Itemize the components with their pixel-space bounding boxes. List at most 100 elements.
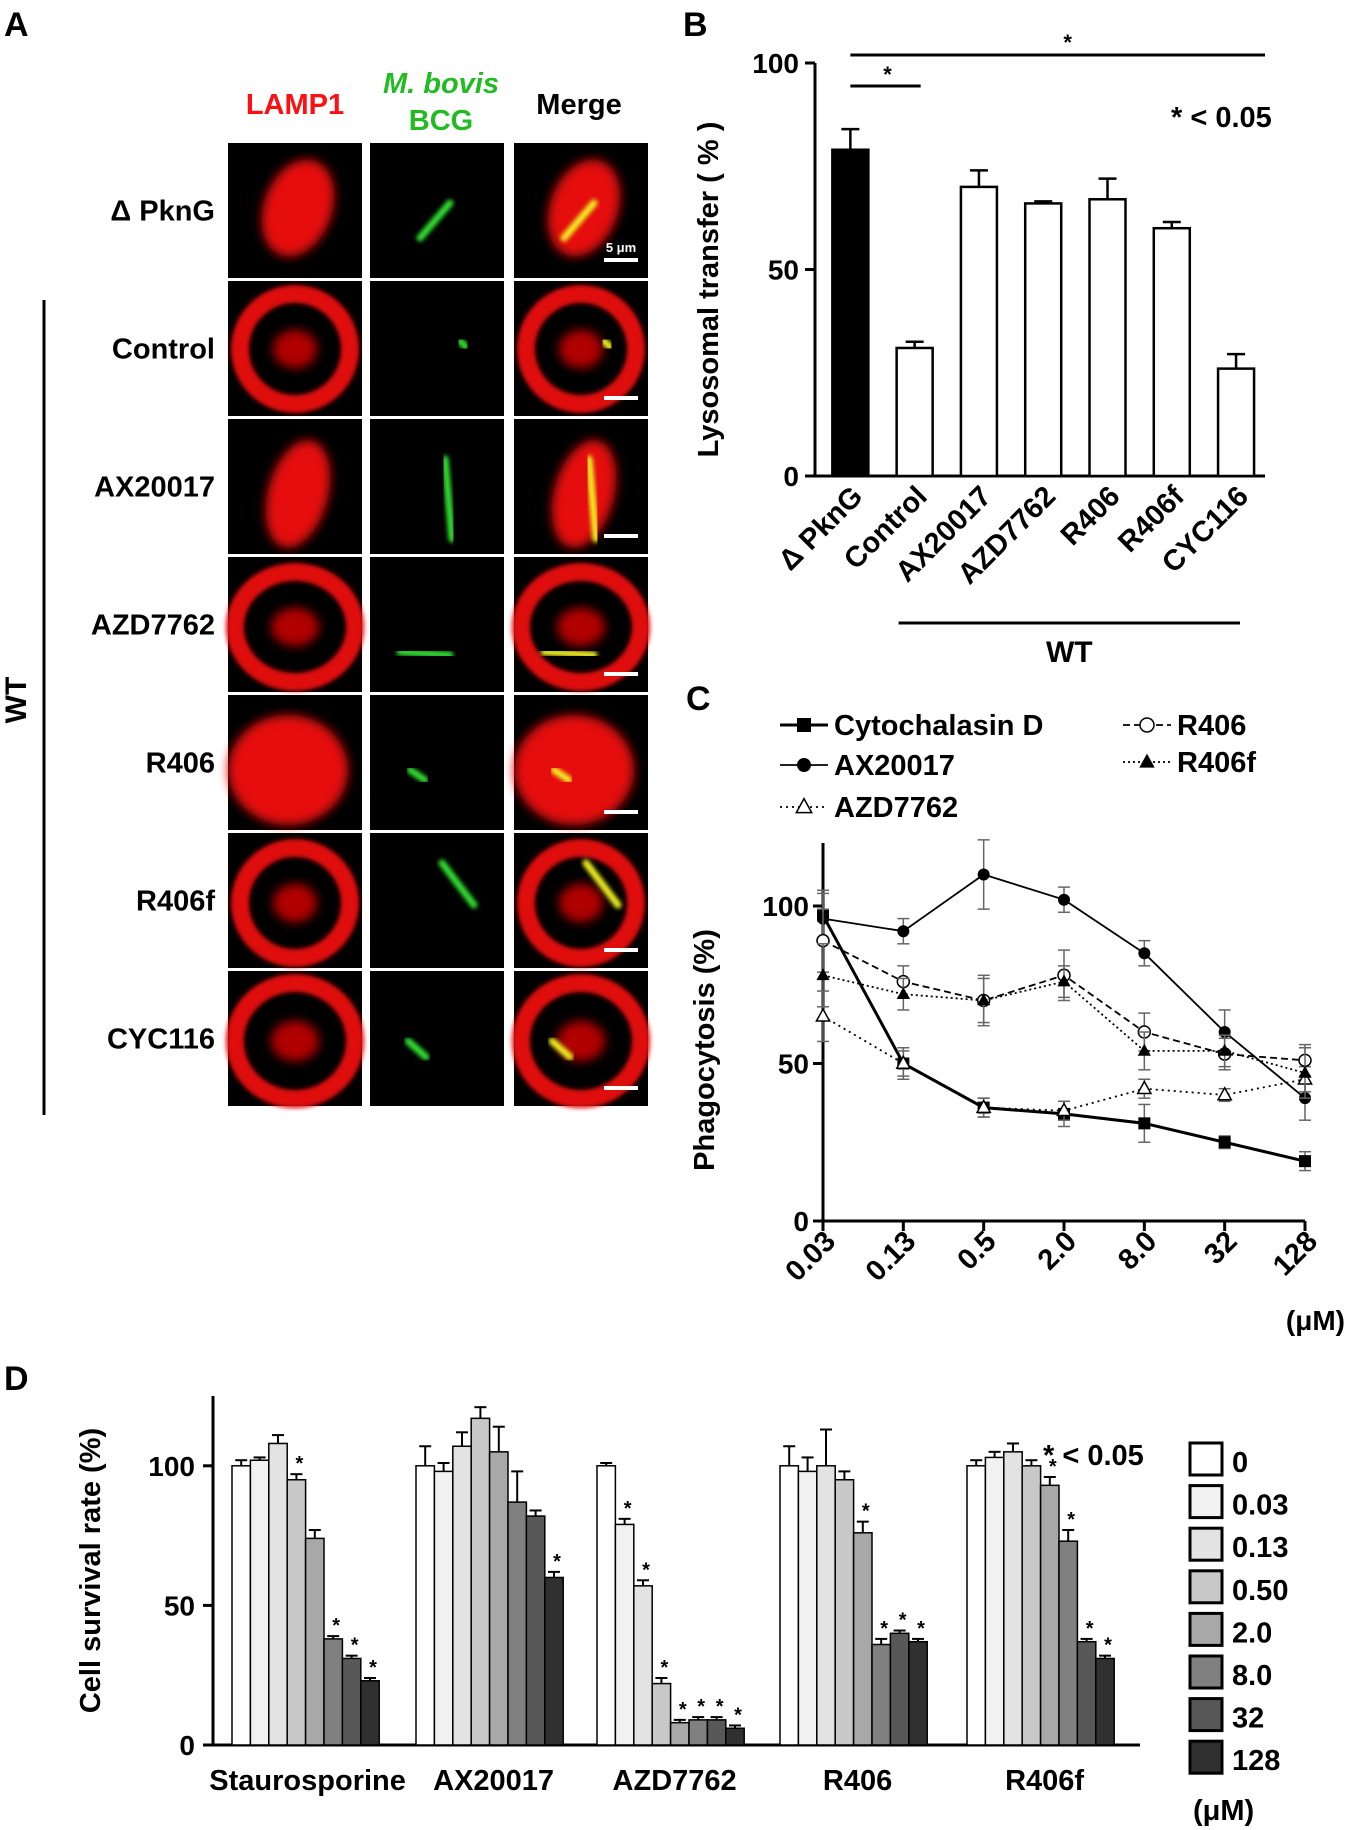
legend-swatch	[1188, 1739, 1224, 1775]
y-axis-label: Cell survival rate (%)	[75, 1428, 107, 1713]
bar-group: * AX20017	[415, 1406, 564, 1797]
y-tick-label: 100	[148, 1451, 195, 1482]
panel-c: C 0 50 100 0.03 0.13 0.5 2.0 8.0 32 128 (μM) Phagoc…	[686, 680, 1345, 1336]
bar	[286, 1479, 307, 1746]
bar	[341, 1657, 362, 1746]
x-tick-label: 0.13	[860, 1225, 923, 1288]
series-r406f	[816, 943, 1312, 1099]
data-point	[895, 1054, 912, 1070]
data-point	[897, 925, 910, 938]
significance-mark: *	[332, 1615, 340, 1637]
significance-mark: *	[697, 1696, 705, 1718]
x-tick-label: 8.0	[1112, 1225, 1163, 1276]
x-tick-label: 0.5	[951, 1225, 1002, 1276]
legend-label: 0.50	[1232, 1575, 1288, 1607]
legend-label: 0.03	[1232, 1490, 1288, 1522]
lamp1-signal	[271, 1020, 319, 1062]
bar	[895, 346, 934, 478]
lamp1-micrograph	[228, 143, 362, 278]
x-tick-label: R406	[1055, 480, 1127, 552]
header-m-bovis: M. bovis	[383, 68, 499, 100]
legend-label: 32	[1232, 1703, 1264, 1735]
lamp1-signal	[265, 440, 331, 548]
micrograph-row-label: R406f	[136, 886, 215, 918]
data-point	[815, 1007, 831, 1022]
significance-mark: *	[661, 1657, 669, 1679]
lamp1-signal	[559, 883, 603, 923]
data-point	[1216, 1086, 1233, 1101]
legend-label: Cytochalasin D	[834, 710, 1044, 742]
bcg-signal	[540, 648, 598, 659]
legend-swatch	[1188, 1484, 1224, 1520]
bar	[249, 1459, 270, 1746]
lamp1-micrograph	[228, 419, 362, 554]
legend-swatch	[1188, 1611, 1224, 1647]
scale-bar-label: 5 μm	[606, 240, 636, 255]
bcg-micrograph	[370, 281, 504, 416]
data-point	[1139, 753, 1155, 768]
header-bcg: BCG	[409, 105, 473, 137]
micrograph-row-label: R406	[146, 748, 215, 780]
lamp1-signal	[226, 563, 364, 691]
lamp1-signal	[273, 883, 317, 923]
data-point	[1139, 717, 1155, 733]
data-point	[1136, 1079, 1153, 1095]
panel-d-letter: D	[4, 1360, 29, 1398]
significance-mark: *	[716, 1696, 724, 1718]
legend-swatch	[1188, 1441, 1224, 1477]
merge-micrograph	[514, 695, 648, 830]
significance-mark: *	[351, 1635, 359, 1657]
legend-item: AZD7762	[780, 792, 958, 824]
legend-item: AX20017	[780, 750, 955, 782]
significance-mark: *	[624, 1498, 632, 1520]
bcg-micrograph	[370, 143, 504, 278]
bcg-signal	[441, 455, 456, 543]
lamp1-signal	[517, 839, 645, 967]
significance-mark: *	[1067, 1509, 1075, 1531]
bar	[831, 148, 870, 478]
micrograph-row-label: CYC116	[107, 1024, 215, 1056]
lamp1-signal	[228, 715, 348, 825]
bar	[1003, 1451, 1023, 1746]
legend-label: 128	[1232, 1745, 1280, 1777]
legend-item: R406f	[1123, 747, 1256, 779]
micrograph-background	[370, 557, 504, 692]
y-tick-label: 50	[164, 1590, 195, 1621]
series-line	[822, 1015, 1306, 1112]
legend-item: 32	[1188, 1697, 1264, 1735]
legend-swatch	[1188, 1526, 1224, 1562]
merge-micrograph	[514, 281, 648, 416]
significance-mark: *	[883, 62, 892, 87]
micrograph-row-label: AX20017	[94, 472, 215, 504]
significance-mark: *	[553, 1551, 561, 1573]
legend-item: Cytochalasin D	[780, 710, 1044, 742]
y-tick-label: 0	[179, 1730, 195, 1761]
micrograph-grid: Δ PknG 5 μm Control AX20017 AZD7762 R406 R406f…	[91, 143, 650, 1108]
x-tick-label: 2.0	[1032, 1225, 1083, 1276]
bar	[1095, 1657, 1115, 1746]
y-tick-label: 50	[778, 1049, 809, 1080]
x-tick-label: 32	[1198, 1225, 1243, 1270]
data-point	[1299, 1155, 1311, 1168]
bcg-signal	[456, 337, 470, 351]
bar-group: * * * * R406	[779, 1428, 928, 1797]
data-point	[1137, 1043, 1151, 1056]
cell-survival-chart: 0 50 100 Cell survival rate (%) * * * * Staurosp…	[75, 1396, 1288, 1827]
data-point	[1057, 974, 1071, 987]
bcg-micrograph	[370, 833, 504, 968]
bar	[834, 1479, 855, 1746]
y-tick-label: 50	[768, 255, 799, 286]
bar	[360, 1680, 380, 1746]
data-point	[816, 968, 830, 981]
bcg-signal	[548, 1037, 574, 1061]
micrograph-row-label: Δ PknG	[110, 196, 215, 228]
bar	[433, 1470, 454, 1746]
panel-a: A LAMP1 M. bovis BCG Merge Δ PknG 5 μm Con…	[0, 6, 650, 1115]
bar	[1076, 1640, 1097, 1746]
bar-group: * * * * R406f	[966, 1442, 1115, 1797]
data-point	[975, 1098, 992, 1114]
lamp1-micrograph	[226, 971, 364, 1108]
micrograph-background	[370, 143, 504, 278]
legend-item: 0.03	[1188, 1484, 1288, 1522]
bar	[1021, 1465, 1042, 1746]
